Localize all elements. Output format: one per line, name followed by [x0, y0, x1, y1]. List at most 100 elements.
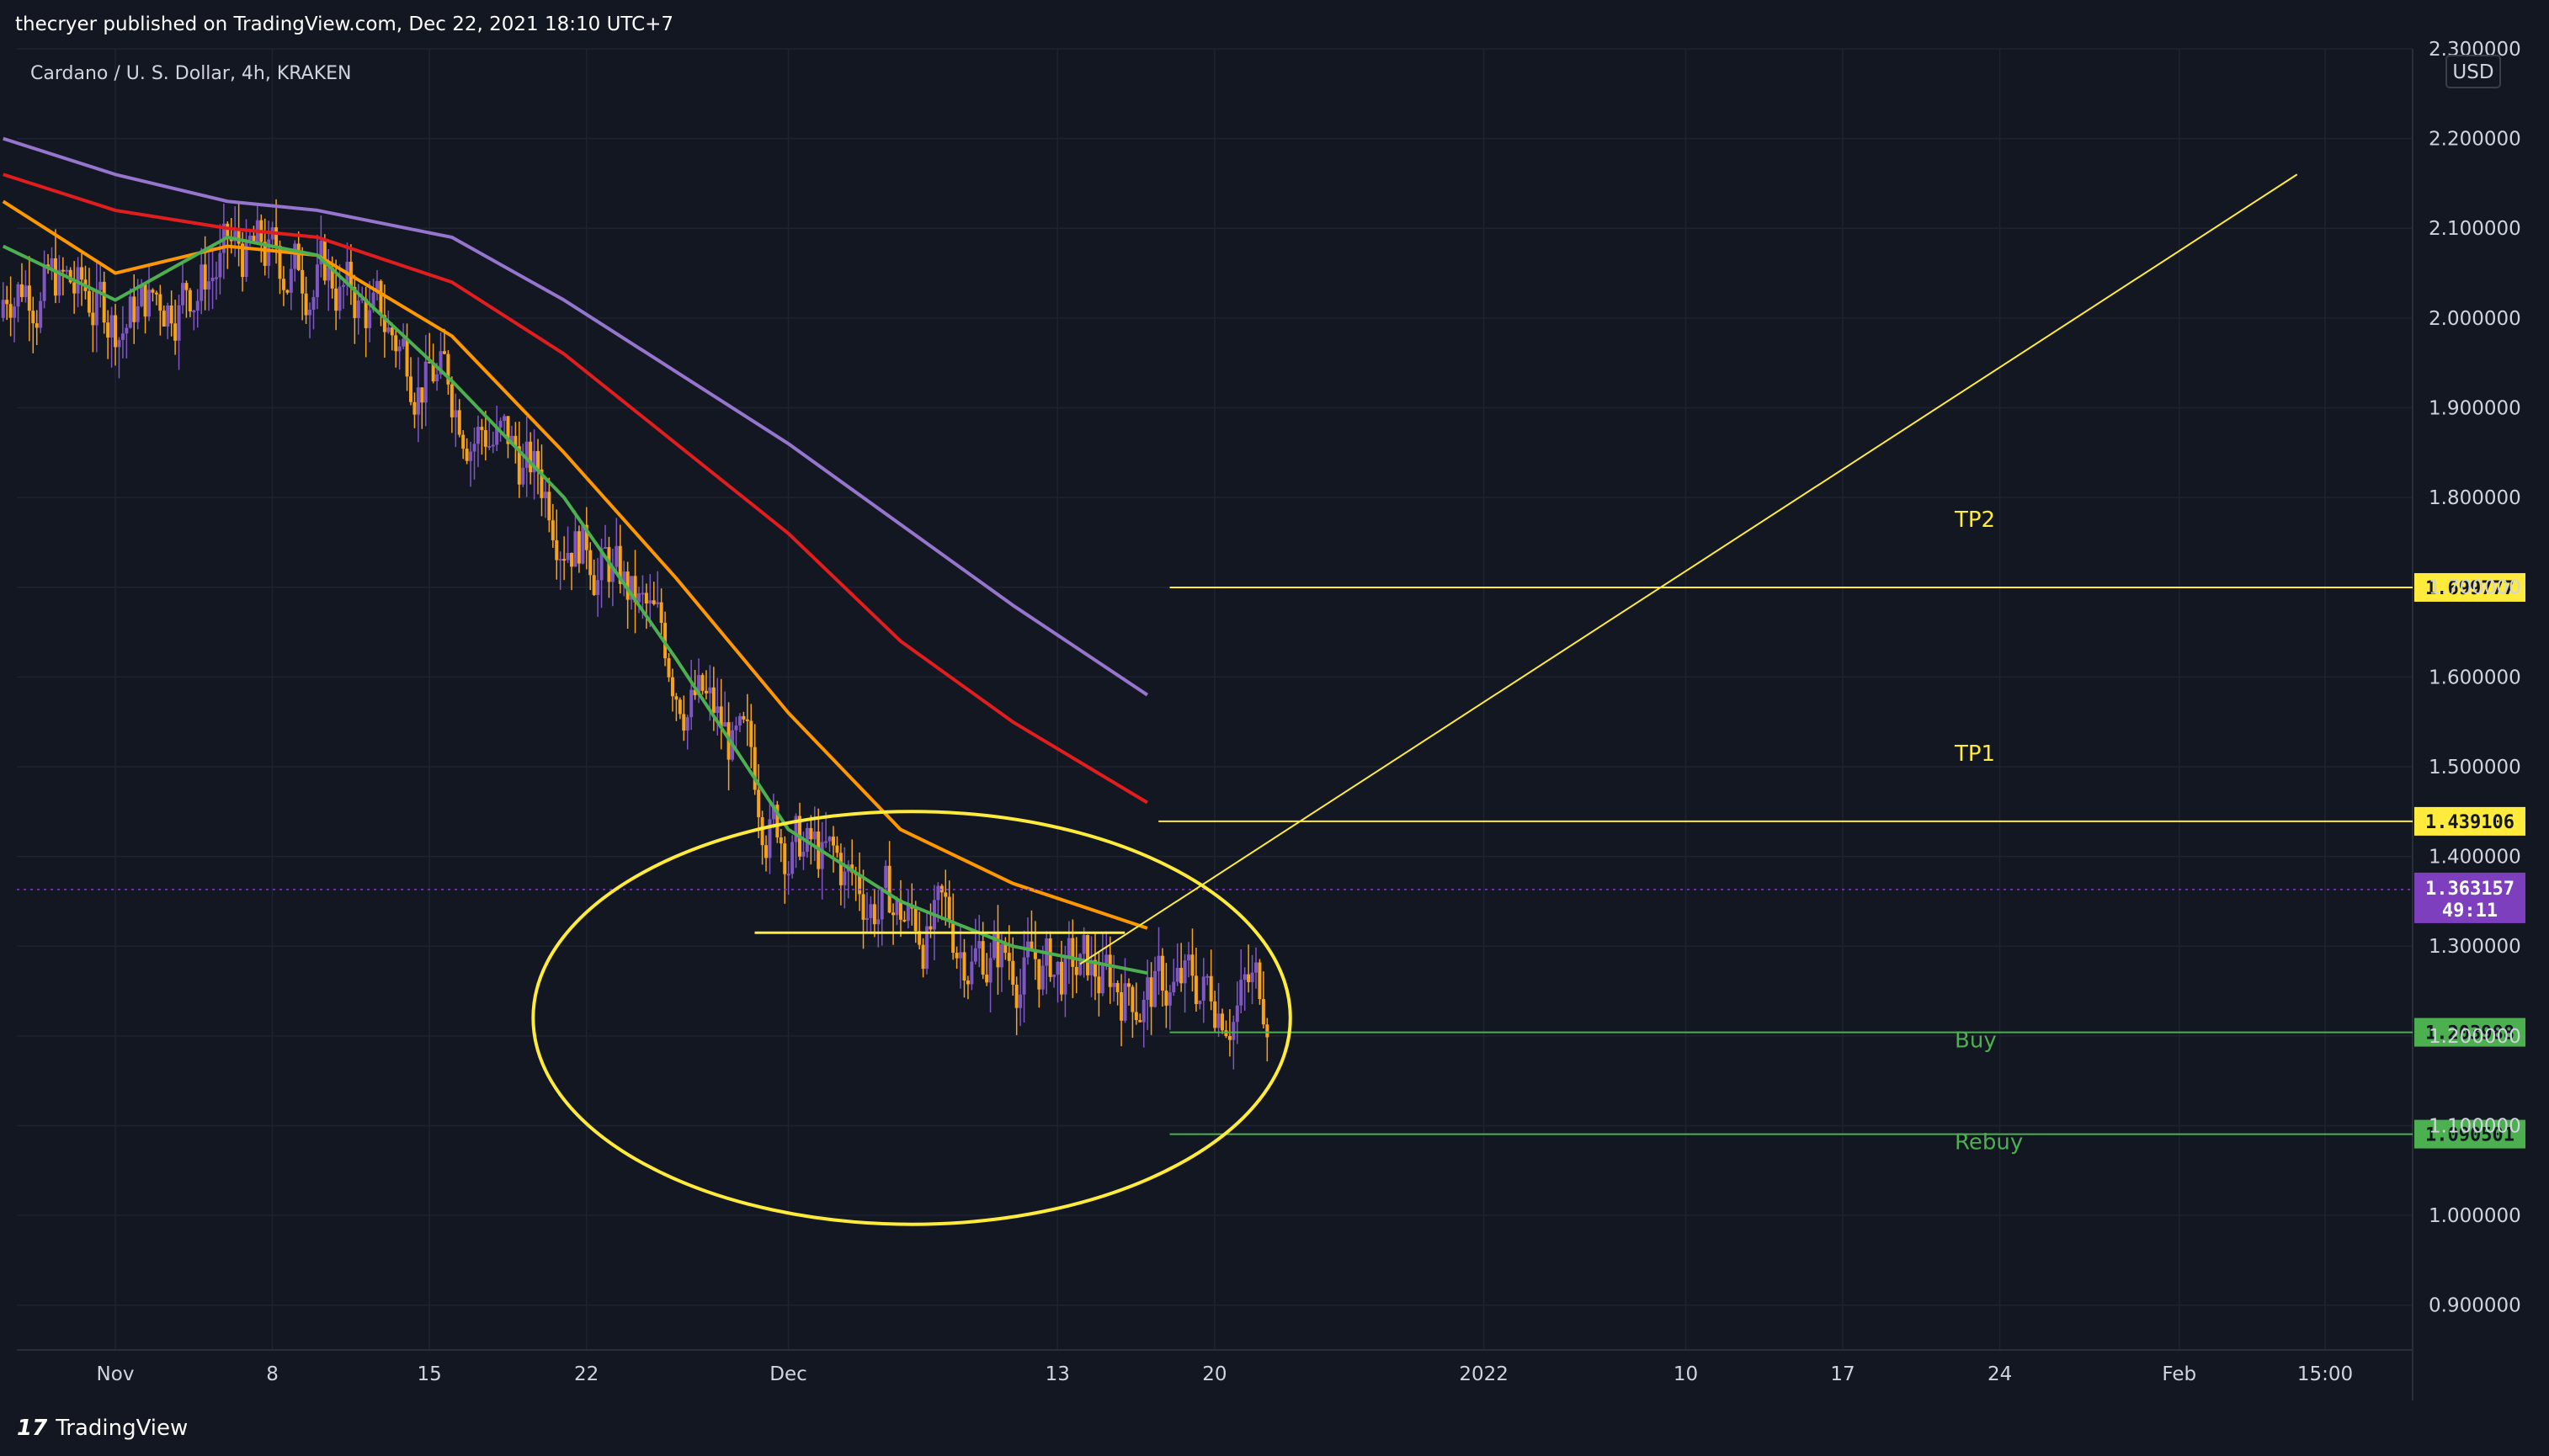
candle-body [570, 552, 574, 567]
candle-body [1131, 986, 1135, 1012]
candle-body [861, 894, 865, 920]
ema-line [3, 136, 1149, 697]
candle-body [1183, 960, 1187, 984]
candle-body [1052, 975, 1056, 977]
axes: 2.3000002.2000002.1000002.0000001.900000… [97, 39, 2521, 1385]
candle-body [1126, 983, 1131, 987]
candle-body [970, 961, 974, 985]
candle-body [1123, 983, 1127, 1021]
candle-body [1227, 1036, 1232, 1040]
candle-body [319, 241, 323, 265]
candle-body [906, 904, 910, 922]
candle-body [72, 282, 77, 294]
candle-body [1071, 938, 1075, 967]
current-price-tag [2414, 872, 2525, 923]
candle-body [1134, 1012, 1138, 1020]
candle-body [977, 941, 982, 949]
candle-body [267, 239, 271, 266]
candle-body [1138, 1019, 1142, 1023]
candle-body [420, 387, 424, 403]
candle-body [604, 547, 608, 550]
candle-body [757, 789, 761, 817]
candle-body [1149, 977, 1153, 1007]
candle-body [5, 300, 9, 305]
candle-body [330, 267, 334, 289]
candle-body [734, 725, 738, 731]
candle-body [117, 339, 121, 348]
candle-body [1232, 1022, 1236, 1040]
candle-body [723, 722, 727, 727]
candle-body [955, 953, 959, 959]
candle-body [39, 300, 43, 328]
candle-body [973, 948, 977, 962]
candle-body [865, 917, 869, 920]
y-tick-label: 1.200000 [2429, 1026, 2521, 1048]
candle-body [670, 677, 674, 697]
candle-body [402, 338, 406, 347]
candle-body [1265, 1024, 1269, 1038]
candle-body [16, 284, 20, 307]
candle-body [1261, 999, 1265, 1025]
candle-body [749, 720, 753, 747]
candle-body [301, 269, 305, 294]
candle-body [308, 309, 312, 316]
countdown-text: 49:11 [2442, 901, 2498, 922]
y-tick-label: 1.500000 [2429, 757, 2521, 778]
candle-body [540, 469, 544, 498]
trend-line [1079, 173, 2298, 965]
currency-badge[interactable]: USD [2445, 55, 2501, 88]
footer-brand: TradingView [56, 1416, 189, 1441]
candle-body [491, 444, 495, 447]
candle-body [689, 689, 694, 718]
candle-body [880, 888, 884, 920]
candle-body [143, 284, 147, 317]
candle-body [659, 602, 663, 624]
candle-body [304, 293, 308, 316]
candle-body [1221, 1013, 1225, 1031]
candle-body [794, 816, 798, 842]
candle-body [536, 450, 540, 470]
candle-body [252, 236, 256, 243]
candle-body [446, 353, 450, 385]
candle-body [962, 952, 966, 981]
candle-body [24, 285, 28, 297]
candle-body [87, 290, 91, 313]
candle-body [263, 242, 267, 266]
candle-body [966, 980, 970, 985]
price-chart[interactable]: TP2 1.699777 TP1 1.439106 Buy 1.203988 Rebuy 1.… [0, 0, 2549, 1400]
candle-body [771, 805, 775, 820]
candle-body [636, 592, 641, 603]
candle-body [1003, 944, 1008, 954]
candle-body [615, 545, 619, 567]
publish-header: thecryer published on TradingView.com, D… [0, 0, 2549, 49]
level-label: TP2 [1954, 507, 1995, 533]
candle-body [555, 539, 559, 561]
candle-body [697, 675, 701, 696]
candle-body [596, 580, 600, 595]
candle-body [151, 290, 155, 293]
x-tick-label: 8 [266, 1363, 279, 1385]
candle-body [1258, 962, 1262, 1000]
level-label: Rebuy [1955, 1130, 2023, 1156]
y-tick-label: 1.800000 [2429, 487, 2521, 509]
y-tick-label: 1.100000 [2429, 1115, 2521, 1137]
candle-body [188, 290, 192, 312]
candle-body [1112, 983, 1116, 987]
candle-body [783, 843, 787, 874]
candle-body [1104, 954, 1109, 964]
candle-body [838, 853, 843, 885]
candle-body [514, 435, 518, 447]
footer: 17 TradingView [0, 1400, 2549, 1456]
candle-body [169, 305, 173, 324]
candle-body [610, 566, 615, 582]
candle-body [147, 290, 152, 317]
candle-body [1100, 963, 1104, 994]
candle-body [985, 975, 989, 983]
candle-body [214, 277, 218, 279]
ema-line [2, 199, 1148, 930]
candle-body [498, 421, 503, 428]
y-tick-label: 2.100000 [2429, 218, 2521, 240]
y-tick-label: 1.000000 [2429, 1205, 2521, 1227]
candle-body [700, 675, 705, 691]
candle-body [1115, 983, 1120, 992]
